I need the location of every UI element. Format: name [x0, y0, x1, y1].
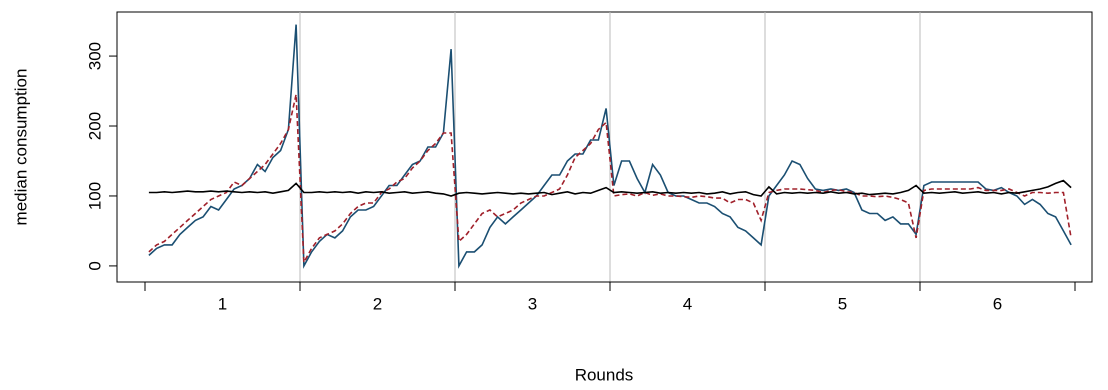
x-tick-label: 4: [683, 294, 692, 313]
y-tick-label: 0: [85, 261, 104, 270]
x-axis-label: Rounds: [575, 365, 634, 384]
x-tick-label: 5: [838, 294, 847, 313]
y-axis-label: median consumption: [11, 69, 30, 226]
plot-frame: [116, 11, 1093, 283]
x-tick-label: 1: [218, 294, 227, 313]
y-tick-label: 200: [85, 112, 104, 140]
x-tick-label: 2: [373, 294, 382, 313]
series-line: [148, 179, 1072, 197]
y-tick-label: 300: [85, 42, 104, 70]
y-tick-label: 100: [85, 182, 104, 210]
x-tick-label: 3: [528, 294, 537, 313]
x-tick-label: 6: [993, 294, 1002, 313]
series-line: [148, 94, 1072, 266]
